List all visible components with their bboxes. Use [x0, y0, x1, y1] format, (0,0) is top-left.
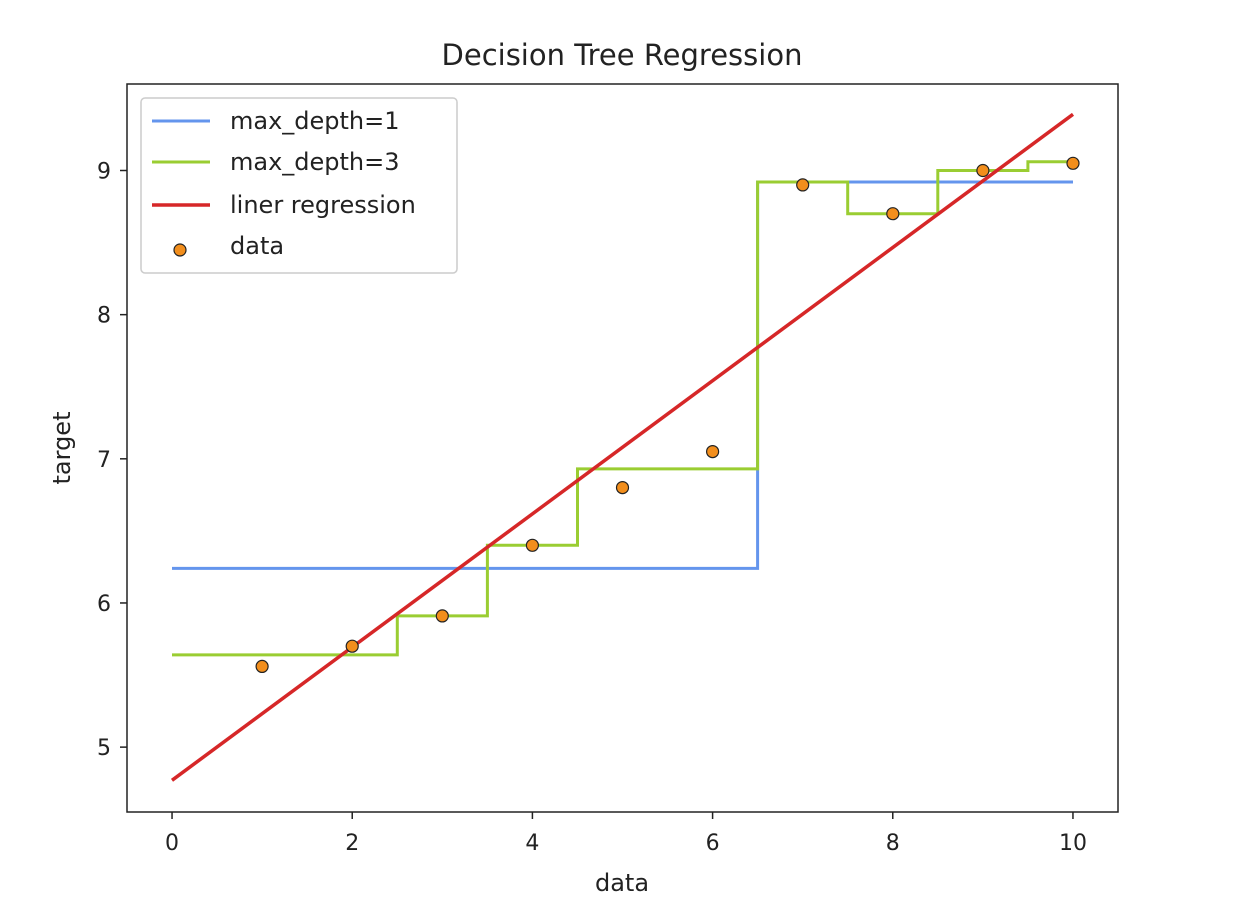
x-tick-label-8: 8 [886, 831, 900, 856]
x-tick-label-0: 0 [165, 831, 179, 856]
x-axis-label: data [595, 869, 649, 897]
legend-swatch-data [173, 243, 187, 257]
legend-label-max-depth-1: max_depth=1 [230, 107, 400, 135]
x-tick-label-10: 10 [1059, 831, 1087, 856]
series-layer [170, 112, 1080, 782]
data-point-8 [886, 207, 900, 221]
series-line-liner-regression [170, 112, 1075, 782]
data-point-6 [705, 445, 720, 459]
data-point-2 [345, 639, 359, 653]
data-point-7 [796, 178, 810, 192]
x-tick-label-4: 4 [525, 831, 539, 856]
y-tick-label-5: 5 [97, 736, 111, 761]
legend-label-max-depth-3: max_depth=3 [230, 148, 400, 176]
x-tick-label-6: 6 [706, 831, 720, 856]
y-tick-label-6: 6 [97, 592, 111, 617]
data-point-4 [525, 538, 540, 552]
data-point-5 [615, 481, 630, 495]
data-point-9 [976, 163, 990, 178]
data-point-10 [1066, 156, 1080, 170]
y-axis-ticks: 5 6 7 8 9 [97, 159, 127, 761]
legend-label-data: data [230, 232, 284, 260]
y-tick-label-9: 9 [97, 159, 111, 184]
x-axis-ticks: 0 2 4 6 8 10 [165, 812, 1087, 856]
data-point-1 [255, 659, 269, 674]
legend-label-liner-regression: liner regression [230, 191, 416, 219]
y-tick-label-8: 8 [97, 304, 111, 329]
chart-title: Decision Tree Regression [442, 38, 803, 72]
y-tick-label-7: 7 [97, 448, 111, 473]
data-point-3 [435, 609, 449, 623]
x-tick-label-2: 2 [345, 831, 359, 856]
y-axis-label: target [48, 412, 76, 485]
legend: max_depth=1 max_depth=3 liner regression… [140, 97, 458, 274]
legend-box [140, 97, 458, 274]
